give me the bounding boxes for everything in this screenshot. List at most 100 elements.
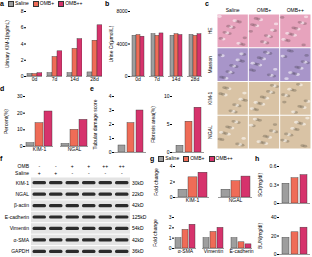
svg-text:Masson: Masson: [207, 56, 213, 74]
svg-text:0: 0: [274, 200, 277, 206]
svg-text:30kD: 30kD: [132, 180, 144, 186]
svg-text:22kD: 22kD: [132, 191, 144, 197]
svg-text:NGAL: NGAL: [15, 191, 29, 197]
svg-text:0.3: 0.3: [270, 182, 277, 188]
svg-text:0d: 0d: [135, 76, 141, 82]
html-text:Saline: Saline: [14, 0, 29, 6]
svg-text:0d: 0d: [32, 76, 38, 82]
html-text:b: b: [105, 0, 110, 7]
svg-text:28d: 28d: [191, 76, 200, 82]
svg-text:2: 2: [109, 121, 112, 127]
svg-text:42kD: 42kD: [132, 202, 144, 208]
svg-text:125kD: 125kD: [132, 214, 147, 220]
svg-text:0: 0: [109, 149, 112, 155]
svg-text:OMB: OMB: [18, 163, 30, 169]
svg-text:3: 3: [169, 214, 172, 220]
svg-text:1: 1: [109, 135, 112, 141]
svg-text:Urinary KIM-1(ng/mL): Urinary KIM-1(ng/mL): [4, 20, 10, 68]
html-text:Saline: Saline: [165, 155, 180, 161]
html-text:OMB++: OMB++: [65, 0, 83, 6]
svg-text:BUN(mg/dl): BUN(mg/dl): [257, 223, 263, 249]
svg-text:Vimentin: Vimentin: [10, 225, 30, 231]
svg-text:KIM-1: KIM-1: [207, 91, 213, 105]
svg-text:OMB++: OMB++: [287, 7, 304, 13]
svg-text:0: 0: [20, 143, 23, 149]
svg-text:7d: 7d: [154, 76, 160, 82]
svg-text:10: 10: [17, 126, 23, 132]
html-text:OMB+: OMB+: [190, 155, 205, 161]
svg-text:0: 0: [167, 149, 170, 155]
svg-text:KIM-1: KIM-1: [33, 146, 47, 152]
svg-text:2: 2: [170, 179, 173, 185]
svg-text:NGAL: NGAL: [68, 146, 82, 152]
svg-text:5: 5: [167, 121, 170, 127]
svg-text:36kD: 36kD: [132, 248, 144, 254]
svg-text:20: 20: [17, 110, 23, 116]
svg-text:0: 0: [170, 194, 173, 200]
svg-text:Urine Cr(µmol/L): Urine Cr(µmol/L): [108, 25, 114, 62]
svg-text:NGAL: NGAL: [229, 197, 243, 203]
svg-text:Fold change: Fold change: [152, 219, 158, 247]
svg-text:4: 4: [21, 41, 24, 47]
svg-text:HE: HE: [207, 27, 213, 35]
svg-text:NGAL: NGAL: [207, 125, 213, 139]
svg-text:E-cadherin: E-cadherin: [229, 248, 253, 254]
svg-text:4: 4: [170, 163, 173, 169]
svg-text:40: 40: [271, 214, 277, 220]
svg-text:+: +: [87, 163, 90, 169]
svg-text:20: 20: [271, 233, 277, 239]
svg-text:E-cadherin: E-cadherin: [5, 214, 29, 220]
svg-text:+: +: [71, 163, 74, 169]
svg-text:2: 2: [169, 224, 172, 230]
svg-text:SCr(mg/dl): SCr(mg/dl): [257, 173, 263, 198]
svg-text:6: 6: [21, 24, 24, 30]
svg-text:α-SMA: α-SMA: [14, 237, 30, 243]
svg-text:α-SMA: α-SMA: [178, 248, 194, 254]
svg-text:30: 30: [17, 93, 23, 99]
svg-text:GAPDH: GAPDH: [11, 248, 29, 254]
html-text:OMB+: OMB+: [39, 0, 55, 6]
svg-text:Fold change: Fold change: [153, 168, 159, 196]
svg-text:14d: 14d: [70, 76, 79, 82]
svg-text:42kD: 42kD: [132, 237, 144, 243]
svg-text:3: 3: [109, 107, 112, 113]
svg-text:-: -: [71, 170, 73, 176]
svg-text:-: -: [55, 163, 57, 169]
html-text:d: d: [0, 85, 5, 92]
svg-text:10: 10: [164, 93, 170, 99]
svg-text:Saline: Saline: [15, 170, 29, 176]
svg-text:0: 0: [125, 73, 128, 79]
svg-text:++: ++: [102, 163, 108, 169]
svg-text:Tubular damage score: Tubular damage score: [92, 99, 98, 149]
svg-text:0: 0: [274, 251, 277, 257]
svg-text:Fibrosis area(%): Fibrosis area(%): [150, 106, 156, 143]
svg-text:0: 0: [169, 245, 172, 251]
svg-text:-: -: [38, 163, 40, 169]
svg-text:0: 0: [21, 73, 24, 79]
svg-text:54kD: 54kD: [132, 225, 144, 231]
svg-text:-: -: [104, 170, 106, 176]
svg-text:8000: 8000: [116, 8, 127, 14]
svg-text:KIM-1: KIM-1: [186, 197, 200, 203]
svg-text:KIM-1: KIM-1: [16, 180, 30, 186]
svg-text:7d: 7d: [52, 76, 58, 82]
svg-text:28d: 28d: [90, 76, 99, 82]
svg-text:Saline: Saline: [226, 7, 240, 13]
svg-text:4000: 4000: [116, 41, 127, 47]
svg-text:OMB+: OMB+: [257, 7, 271, 13]
svg-text:Vimentin: Vimentin: [204, 248, 224, 254]
svg-text:2: 2: [21, 57, 24, 63]
svg-text:++: ++: [119, 163, 125, 169]
svg-text:+: +: [54, 170, 57, 176]
svg-text:-: -: [121, 170, 123, 176]
svg-text:4: 4: [109, 93, 112, 99]
svg-text:0.6: 0.6: [270, 163, 277, 169]
svg-text:8: 8: [21, 8, 24, 14]
svg-text:Percent(%): Percent(%): [3, 109, 9, 134]
svg-text:-: -: [88, 170, 90, 176]
svg-text:1: 1: [169, 235, 172, 241]
svg-text:β-actin: β-actin: [14, 202, 29, 208]
html-text:OMB++: OMB++: [215, 155, 233, 161]
svg-text:14d: 14d: [172, 76, 181, 82]
svg-text:+: +: [38, 170, 41, 176]
